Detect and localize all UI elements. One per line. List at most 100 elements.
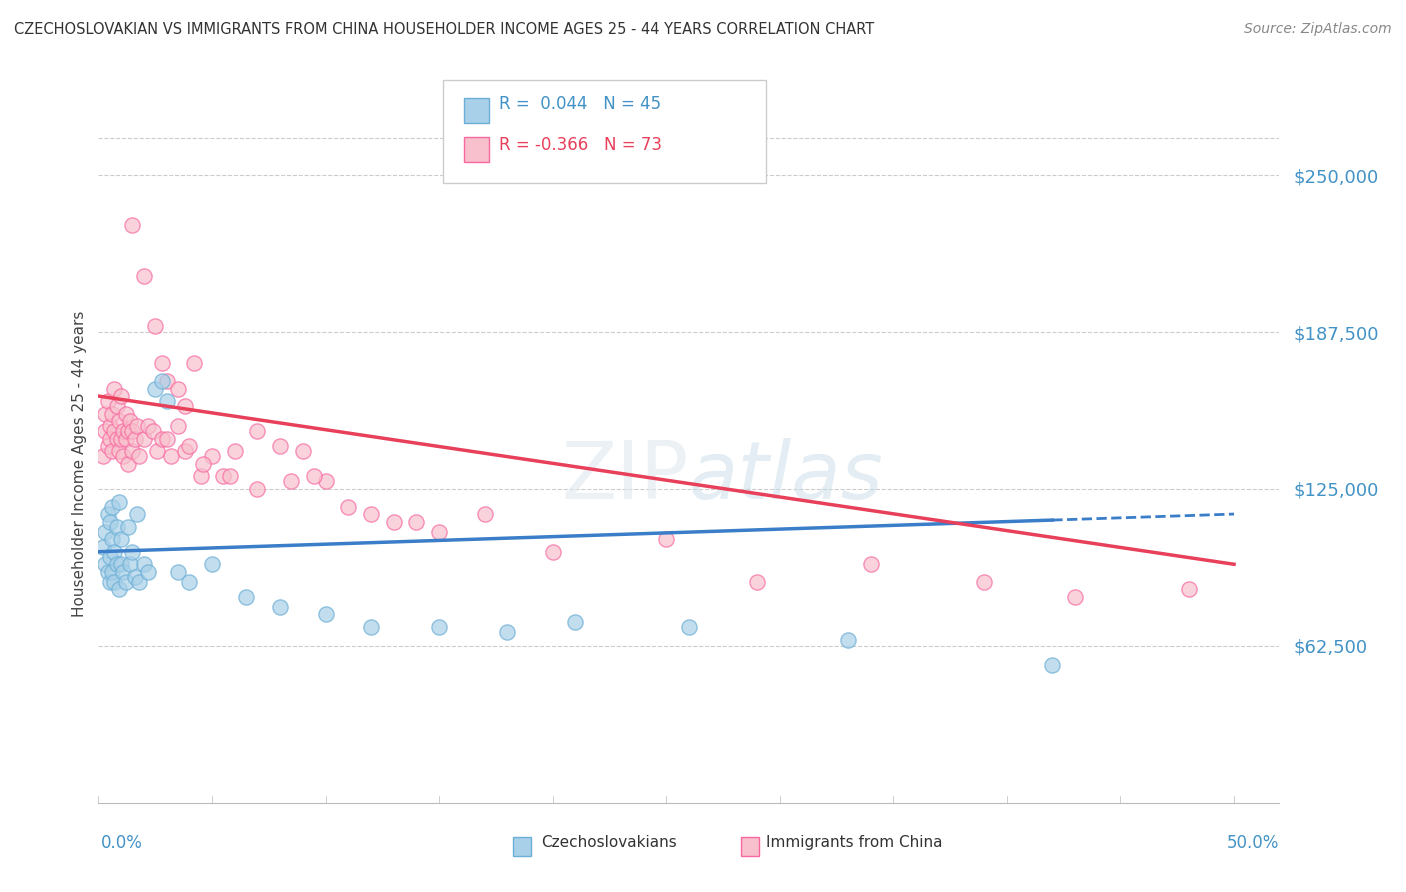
Point	[124, 432, 146, 446]
Point	[678, 620, 700, 634]
Point	[101, 532, 124, 546]
Point	[1040, 657, 1063, 672]
Point	[138, 419, 160, 434]
Point	[117, 424, 139, 438]
Point	[155, 374, 177, 388]
Point	[112, 450, 135, 464]
Point	[112, 424, 135, 438]
Text: Immigrants from China: Immigrants from China	[766, 836, 943, 850]
Point	[173, 444, 195, 458]
Point	[114, 432, 136, 446]
Point	[125, 507, 148, 521]
Point	[121, 444, 143, 458]
Point	[103, 424, 125, 438]
Point	[138, 565, 160, 579]
Point	[150, 374, 173, 388]
Text: 50.0%: 50.0%	[1227, 834, 1279, 852]
Point	[167, 382, 190, 396]
Point	[496, 625, 519, 640]
Point	[564, 615, 586, 629]
Point	[110, 532, 132, 546]
Point	[167, 419, 190, 434]
Point	[103, 574, 125, 589]
Point	[142, 424, 165, 438]
Point	[96, 507, 118, 521]
Text: 0.0%: 0.0%	[101, 834, 143, 852]
Point	[98, 419, 121, 434]
Point	[745, 574, 768, 589]
Point	[150, 356, 173, 370]
Point	[120, 414, 142, 428]
Point	[179, 439, 201, 453]
Point	[110, 389, 132, 403]
Text: R =  0.044   N = 45: R = 0.044 N = 45	[499, 95, 661, 113]
Point	[91, 450, 114, 464]
Point	[405, 515, 427, 529]
Point	[121, 219, 143, 233]
Point	[474, 507, 496, 521]
Point	[91, 540, 114, 554]
Text: ZIP: ZIP	[561, 438, 689, 516]
Point	[280, 475, 302, 489]
Text: R = -0.366   N = 73: R = -0.366 N = 73	[499, 136, 662, 153]
Point	[201, 450, 224, 464]
Point	[98, 574, 121, 589]
Point	[121, 545, 143, 559]
Point	[337, 500, 360, 514]
Point	[859, 558, 882, 572]
Point	[269, 439, 291, 453]
Point	[105, 399, 128, 413]
Point	[1064, 590, 1087, 604]
Point	[427, 620, 450, 634]
Point	[98, 515, 121, 529]
Point	[98, 549, 121, 564]
Point	[246, 482, 269, 496]
Point	[96, 439, 118, 453]
Point	[246, 424, 269, 438]
Point	[190, 469, 212, 483]
Point	[105, 519, 128, 533]
Point	[302, 469, 325, 483]
Point	[96, 394, 118, 409]
Text: Czechoslovakians: Czechoslovakians	[541, 836, 678, 850]
Point	[112, 565, 135, 579]
Text: CZECHOSLOVAKIAN VS IMMIGRANTS FROM CHINA HOUSEHOLDER INCOME AGES 25 - 44 YEARS C: CZECHOSLOVAKIAN VS IMMIGRANTS FROM CHINA…	[14, 22, 875, 37]
Text: Source: ZipAtlas.com: Source: ZipAtlas.com	[1244, 22, 1392, 37]
Point	[132, 432, 155, 446]
Point	[114, 574, 136, 589]
Point	[108, 582, 131, 597]
Point	[183, 356, 205, 370]
Point	[167, 565, 190, 579]
Point	[101, 500, 124, 514]
Point	[360, 620, 382, 634]
Point	[315, 607, 337, 622]
Point	[108, 414, 131, 428]
Point	[155, 432, 177, 446]
Point	[837, 632, 859, 647]
Point	[160, 450, 183, 464]
Point	[655, 532, 678, 546]
Point	[125, 419, 148, 434]
Point	[132, 558, 155, 572]
Point	[128, 450, 150, 464]
Point	[103, 382, 125, 396]
Point	[191, 457, 214, 471]
Point	[143, 382, 166, 396]
Point	[360, 507, 382, 521]
Point	[121, 424, 143, 438]
Point	[94, 524, 117, 539]
Point	[146, 444, 169, 458]
Point	[94, 558, 117, 572]
Point	[98, 432, 121, 446]
Point	[150, 432, 173, 446]
Point	[105, 558, 128, 572]
Point	[235, 590, 257, 604]
Y-axis label: Householder Income Ages 25 - 44 years: Householder Income Ages 25 - 44 years	[72, 310, 87, 617]
Point	[212, 469, 235, 483]
Point	[143, 318, 166, 333]
Point	[132, 268, 155, 283]
Point	[108, 494, 131, 508]
Point	[128, 574, 150, 589]
Point	[382, 515, 405, 529]
Point	[973, 574, 995, 589]
